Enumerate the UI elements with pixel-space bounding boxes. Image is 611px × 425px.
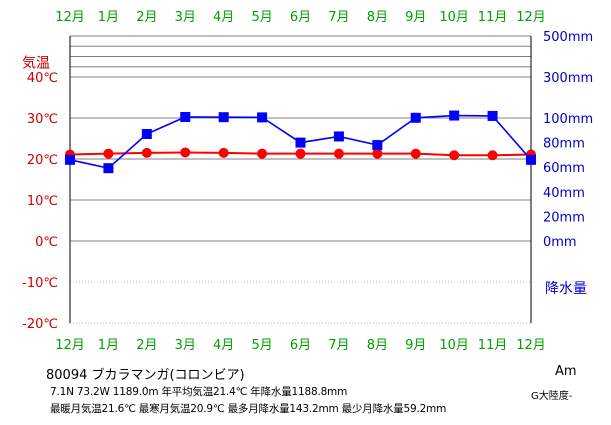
left-tick-label: 0℃	[35, 235, 58, 250]
precipitation-point	[257, 112, 268, 123]
temperature-point	[141, 147, 152, 158]
grid-lines	[69, 35, 532, 324]
precipitation-point	[333, 131, 344, 142]
left-tick-label: 10℃	[27, 194, 58, 209]
month-label-top: 10月	[439, 10, 469, 25]
month-label-top: 11月	[478, 10, 508, 25]
month-label-top: 6月	[290, 10, 311, 25]
temperature-point	[410, 148, 421, 159]
month-label-bottom: 7月	[328, 338, 349, 353]
precipitation-point	[103, 163, 114, 174]
right-tick-label: 500mm	[543, 30, 593, 45]
precipitation-point	[487, 110, 498, 121]
month-label-bottom: 6月	[290, 338, 311, 353]
month-label-top: 12月	[516, 10, 546, 25]
month-label-bottom: 10月	[439, 338, 469, 353]
station-meta-line-1: 7.1N 73.2W 1189.0m 年平均気温21.4℃ 年降水量1188.8…	[50, 386, 348, 398]
temperature-point	[295, 148, 306, 159]
climate-class: Am	[555, 364, 577, 379]
month-label-top: 5月	[251, 10, 272, 25]
temperature-point	[372, 148, 383, 159]
precipitation-point	[526, 154, 536, 165]
station-meta-line-2: 最暖月気温21.6℃ 最寒月気温20.9℃ 最多月降水量143.2mm 最少月降…	[50, 403, 447, 415]
month-label-bottom: 9月	[405, 338, 426, 353]
precipitation-point	[449, 110, 460, 121]
temperature-point	[218, 147, 229, 158]
month-label-bottom: 12月	[516, 338, 546, 353]
month-label-top: 4月	[213, 10, 234, 25]
right-tick-label: 100mm	[543, 112, 593, 127]
continentality: G大陸度-	[531, 391, 573, 402]
data-series	[65, 110, 536, 174]
month-label-bottom: 12月	[55, 338, 85, 353]
left-tick-label: -20℃	[22, 317, 58, 332]
left-tick-label: 40℃	[27, 71, 58, 86]
left-axis-title: 気温	[22, 56, 50, 72]
month-label-top: 9月	[405, 10, 426, 25]
station-name: 80094 ブカラマンガ(コロンビア)	[46, 368, 245, 383]
precipitation-point	[65, 154, 75, 165]
axis-tick-labels: 12月 1月 2月 3月 4月 5月 6月 7月 8月 9月 10月 11月 12月 12月 1月 2月 3月 4…	[22, 10, 593, 353]
month-label-bottom: 5月	[251, 338, 272, 353]
month-label-bottom: 11月	[478, 338, 508, 353]
right-tick-label: 40mm	[543, 186, 585, 201]
left-tick-label: 20℃	[27, 153, 58, 168]
left-tick-label: 30℃	[27, 112, 58, 127]
temperature-point	[333, 148, 344, 159]
temperature-point	[487, 150, 498, 161]
temperature-point	[449, 150, 460, 161]
month-label-bottom: 2月	[136, 338, 157, 353]
right-tick-label: 20mm	[543, 210, 585, 225]
month-label-top: 8月	[367, 10, 388, 25]
precipitation-point	[295, 137, 306, 148]
temperature-point	[257, 148, 268, 159]
month-label-top: 3月	[175, 10, 196, 25]
month-label-bottom: 1月	[98, 338, 119, 353]
month-label-bottom: 3月	[175, 338, 196, 353]
precipitation-point	[141, 128, 152, 139]
precipitation-point	[180, 111, 191, 122]
temperature-point	[103, 148, 114, 159]
month-label-bottom: 4月	[213, 338, 234, 353]
precipitation-point	[218, 112, 229, 123]
temperature-point	[180, 147, 191, 158]
month-label-top: 12月	[55, 10, 85, 25]
month-label-bottom: 8月	[367, 338, 388, 353]
right-tick-label: 80mm	[543, 137, 585, 152]
right-axis-title: 降水量	[545, 281, 587, 297]
left-tick-label: -10℃	[22, 276, 58, 291]
month-label-top: 2月	[136, 10, 157, 25]
precipitation-point	[372, 140, 383, 151]
month-label-top: 1月	[98, 10, 119, 25]
right-tick-label: 60mm	[543, 161, 585, 176]
month-label-top: 7月	[328, 10, 349, 25]
right-tick-label: 300mm	[543, 71, 593, 86]
precipitation-point	[410, 112, 421, 123]
right-tick-label: 0mm	[543, 235, 577, 250]
